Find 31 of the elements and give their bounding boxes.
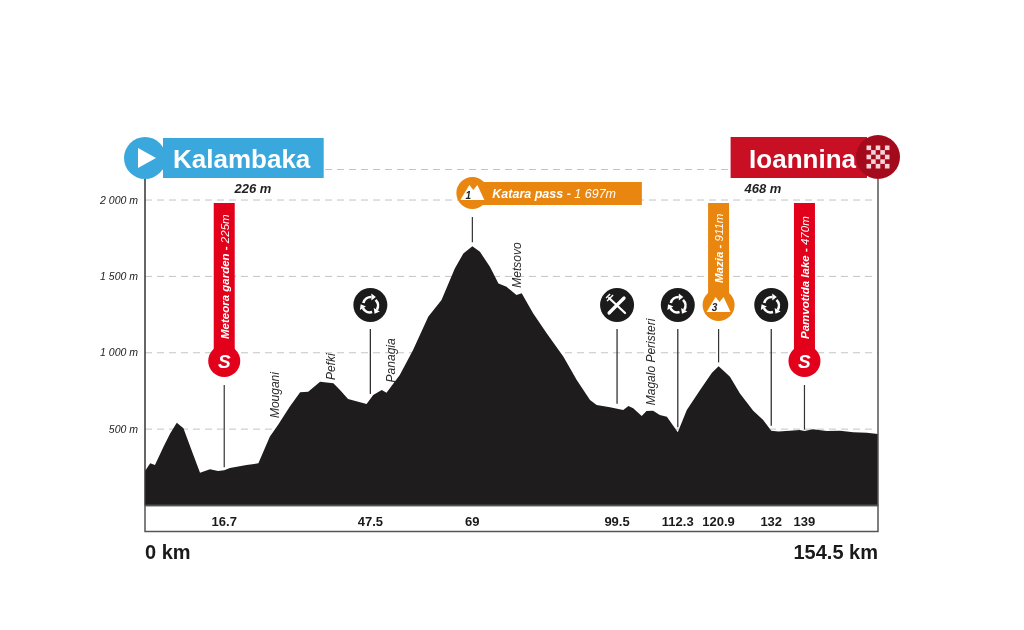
- text: 0 km: [145, 540, 191, 563]
- annotation: S: [217, 350, 231, 372]
- annotation: Kalambaka: [173, 144, 311, 174]
- annotation: Magalo Peristeri: [643, 318, 658, 406]
- annotation: Metsovo: [510, 242, 525, 288]
- x-tick-label: 69: [465, 514, 480, 529]
- annotation: Pefki: [323, 353, 338, 381]
- x-tick-label: 99.5: [604, 514, 630, 529]
- text: 154.5 km: [793, 540, 878, 563]
- y-tick-label: 2 000 m: [99, 193, 139, 206]
- annotation: Ioannina: [749, 144, 857, 174]
- annotation: Mazia - 911m: [713, 213, 726, 283]
- y-tick-label: 1 000 m: [100, 346, 139, 359]
- x-tick-label: 132: [760, 514, 783, 529]
- x-tick-label: 120.9: [702, 514, 735, 529]
- x-tick-label: 112.3: [661, 514, 694, 529]
- y-tick-label: 1 500 m: [100, 270, 139, 283]
- x-tick-label: 47.5: [357, 514, 384, 529]
- annotation: 468 m: [743, 181, 782, 196]
- x-tick-label: 139: [793, 514, 816, 529]
- x-tick-label: 16.7: [211, 514, 237, 529]
- annotation: Panagia: [383, 338, 398, 383]
- annotation: Mougani: [268, 371, 283, 419]
- annotation: Pamvotida lake - 470m: [798, 215, 811, 339]
- annotation: Meteora garden - 225m: [218, 213, 231, 339]
- annotation: 226 m: [233, 181, 272, 196]
- y-tick-label: 500 m: [108, 422, 139, 435]
- annotation: S: [798, 350, 812, 372]
- annotation: 1: [465, 190, 472, 201]
- annotation: 3: [711, 302, 718, 313]
- annotation: Katara pass - 1 697m: [492, 187, 617, 201]
